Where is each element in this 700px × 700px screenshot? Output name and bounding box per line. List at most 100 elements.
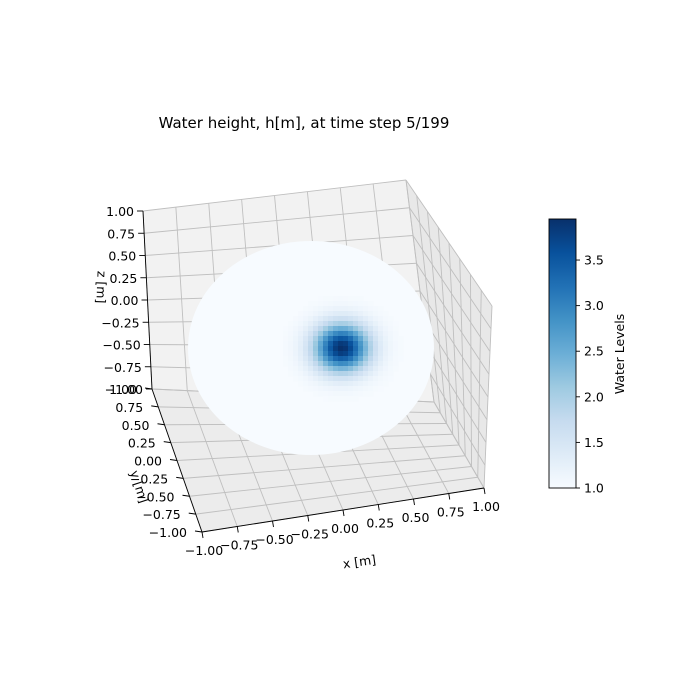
surface-cell xyxy=(303,321,309,327)
surface-cell xyxy=(338,336,344,342)
floor-grid-x xyxy=(433,401,485,489)
surface-cell xyxy=(328,336,334,342)
surface-cell xyxy=(363,341,369,347)
surface-cell xyxy=(383,356,389,362)
surface-cell xyxy=(313,391,319,397)
surface-cell xyxy=(358,366,364,372)
surface-cell xyxy=(308,381,314,387)
right-pane-grid-v xyxy=(470,274,472,467)
surface-cell xyxy=(368,356,374,362)
z-tick-label: 0.75 xyxy=(107,226,135,241)
surface-cell xyxy=(378,316,384,322)
surface-cell xyxy=(323,391,329,397)
z-axis-label: z [m] xyxy=(93,271,109,304)
surface-cell xyxy=(363,336,369,342)
surface-cell xyxy=(353,396,359,402)
surface-cell xyxy=(328,306,334,312)
surface-cell xyxy=(283,351,289,357)
surface-cell xyxy=(333,326,339,332)
surface-cell xyxy=(353,356,359,362)
surface-cell xyxy=(288,321,294,327)
surface-cell xyxy=(343,336,349,342)
surface-cell xyxy=(313,321,319,327)
surface-cell xyxy=(338,346,344,352)
surface-cell xyxy=(328,321,334,327)
y-tick xyxy=(169,459,178,461)
surface-cell xyxy=(363,381,369,387)
surface-cell xyxy=(348,336,354,342)
surface-cell xyxy=(288,351,294,357)
surface-cell xyxy=(398,336,404,342)
surface-cell xyxy=(343,361,349,367)
surface-cell xyxy=(298,346,304,352)
surface-cell xyxy=(388,321,394,327)
y-tick-label: −1.00 xyxy=(149,525,187,540)
surface-cell xyxy=(313,341,319,347)
surface-cell xyxy=(328,396,334,402)
y-tick-label: 0.75 xyxy=(115,400,143,415)
x-tick xyxy=(413,498,415,506)
right-pane-grid-h xyxy=(419,290,489,398)
surface-cell xyxy=(368,386,374,392)
surface-cell xyxy=(328,356,334,362)
surface-cell xyxy=(368,316,374,322)
surface-cell xyxy=(308,371,314,377)
surface-cell xyxy=(343,396,349,402)
right-pane-grid-v xyxy=(483,305,493,489)
surface-cell xyxy=(353,326,359,332)
surface-cell xyxy=(368,336,374,342)
surface-cell xyxy=(383,381,389,387)
surface-cell xyxy=(328,386,334,392)
z-tick-label: −1.00 xyxy=(105,382,143,397)
surface-cell xyxy=(313,336,319,342)
surface-cell xyxy=(338,356,344,362)
surface-cell xyxy=(283,331,289,337)
surface-cell xyxy=(328,361,334,367)
surface-cell xyxy=(373,346,379,352)
surface-cell xyxy=(348,386,354,392)
surface-cell xyxy=(383,361,389,367)
axis-lines xyxy=(137,210,486,539)
surface-cell xyxy=(288,346,294,352)
surface-cell xyxy=(293,356,299,362)
surface-cell xyxy=(323,351,329,357)
colorbar-tick-label: 1.0 xyxy=(584,481,604,496)
y-tick-label: 0.25 xyxy=(128,436,156,451)
surface-cell xyxy=(383,326,389,332)
surface-cell xyxy=(378,311,384,317)
surface-cell xyxy=(288,356,294,362)
y-tick xyxy=(157,423,165,426)
x-tick xyxy=(483,487,486,495)
surface-cell xyxy=(313,311,319,317)
surface-cell xyxy=(368,366,374,372)
surface-cell xyxy=(393,361,399,367)
left-pane-grid-h xyxy=(142,179,407,212)
surface-cell xyxy=(358,301,364,307)
floor-grid-y xyxy=(183,455,466,479)
surface-cell xyxy=(333,301,339,307)
surface-cell xyxy=(338,316,344,322)
surface-cell xyxy=(348,361,354,367)
surface-cell xyxy=(368,311,374,317)
surface-cell xyxy=(363,371,369,377)
surface-cell xyxy=(368,331,374,337)
surface-cell xyxy=(328,326,334,332)
surface-cell xyxy=(293,326,299,332)
surface-cell xyxy=(338,326,344,332)
x-tick xyxy=(342,509,345,517)
surface-cell xyxy=(363,331,369,337)
surface-cell xyxy=(313,386,319,392)
y-tick-label: −0.25 xyxy=(130,471,168,486)
surface-cell xyxy=(353,346,359,352)
y-tick-label: 0.50 xyxy=(122,418,150,433)
surface-cell xyxy=(333,396,339,402)
surface-cell xyxy=(393,366,399,372)
surface-cell xyxy=(338,301,344,307)
surface-cell xyxy=(303,356,309,362)
surface-cell xyxy=(383,346,389,352)
surface-cell xyxy=(328,366,334,372)
surface-cell xyxy=(343,341,349,347)
surface-cell xyxy=(318,381,324,387)
surface-cell xyxy=(328,371,334,377)
surface-cell xyxy=(343,346,349,352)
